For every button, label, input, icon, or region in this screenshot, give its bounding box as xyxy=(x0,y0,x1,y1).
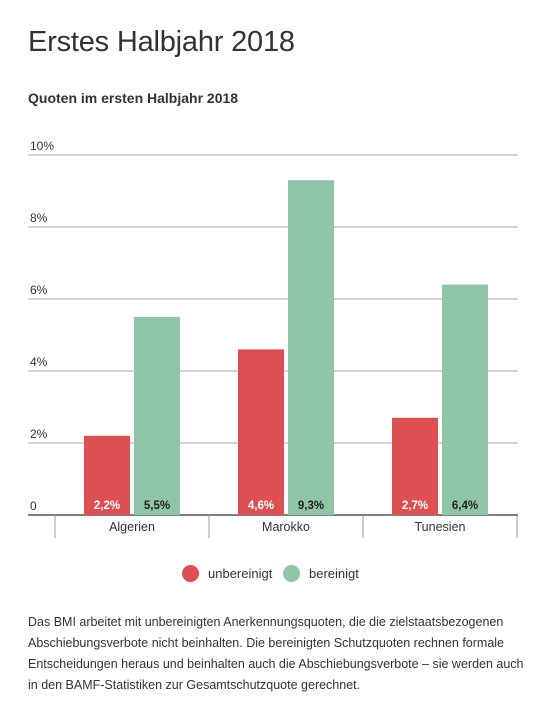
bar-bereinigt-algerien xyxy=(134,317,180,515)
legend-swatch-unbereinigt xyxy=(182,564,199,582)
bar-unbereinigt-algerien xyxy=(84,435,130,515)
y-tick-label: 4% xyxy=(30,355,48,369)
y-tick-label: 6% xyxy=(30,283,48,297)
footnote: Das BMI arbeitet mit unbereinigten Anerk… xyxy=(28,615,524,692)
legend-item-bereinigt: bereinigt xyxy=(283,562,359,584)
data-label: 9,3% xyxy=(298,500,324,512)
legend-item-unbereinigt: unbereinigt xyxy=(182,562,272,584)
legend-label-unbereinigt: unbereinigt xyxy=(208,565,273,581)
y-tick-label: 0 xyxy=(30,499,37,513)
data-label: 4,6% xyxy=(248,500,274,512)
y-tick-label: 2% xyxy=(30,427,48,441)
data-label: 6,4% xyxy=(452,500,478,512)
data-label: 5,5% xyxy=(144,500,170,512)
legend-label-bereinigt: bereinigt xyxy=(309,565,359,581)
data-label: 2,7% xyxy=(402,500,428,512)
x-tick-label: Tunesien xyxy=(415,520,466,534)
chart-title: Quoten im ersten Halbjahr 2018 xyxy=(28,90,239,106)
x-tick-label: Algerien xyxy=(109,520,155,534)
data-label: 2,2% xyxy=(94,500,120,512)
chart-legend: unbereinigt bereinigt xyxy=(0,562,550,584)
bar-chart: 0 2% 4% 6% 8% 10% 2,2% 5,5% Algerien 4,6% 9,3% Maro… xyxy=(28,139,518,538)
bar-bereinigt-tunesien xyxy=(442,284,488,515)
page-title: Erstes Halbjahr 2018 xyxy=(28,26,295,58)
legend-swatch-bereinigt xyxy=(283,564,300,582)
bar-bereinigt-marokko xyxy=(288,180,334,515)
bar-unbereinigt-tunesien xyxy=(392,417,438,515)
y-tick-label: 8% xyxy=(30,211,48,225)
y-tick-label: 10% xyxy=(30,139,54,153)
bar-unbereinigt-marokko xyxy=(238,349,284,515)
x-tick-label: Marokko xyxy=(262,520,310,534)
